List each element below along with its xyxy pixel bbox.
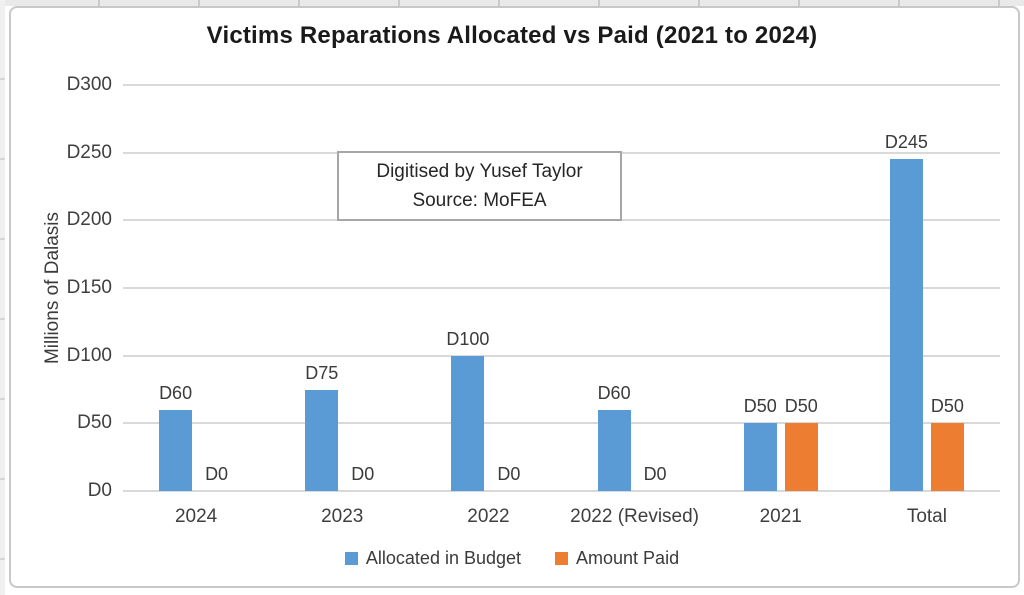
data-label: D50: [784, 396, 818, 417]
data-label: D0: [205, 464, 229, 484]
spreadsheet-grid-artifact-top: [0, 0, 1024, 6]
gridline: [123, 84, 1000, 86]
data-label: D245: [884, 132, 928, 153]
x-category-label: Total: [906, 506, 947, 527]
chart-frame: [9, 6, 1020, 588]
bar-paid: [930, 423, 964, 491]
annotation-box: Digitised by Yusef Taylor Source: MoFEA: [337, 151, 622, 221]
data-label: D50: [930, 396, 964, 417]
y-tick-label: D150: [66, 277, 112, 298]
y-tick-label: D300: [66, 74, 112, 95]
data-label: D0: [643, 464, 667, 484]
bar-allocated: [597, 409, 631, 491]
x-category-label: 2024: [174, 506, 218, 527]
x-category-label: 2021: [759, 506, 802, 527]
annotation-line-1: Digitised by Yusef Taylor: [376, 160, 583, 182]
y-tick-label: D100: [66, 344, 112, 366]
legend-label-paid: Amount Paid: [576, 548, 680, 568]
gridline: [123, 354, 1000, 357]
data-label: D60: [159, 382, 193, 403]
bar-allocated: [305, 389, 339, 491]
gridline: [123, 490, 1000, 492]
bar-allocated: [159, 409, 193, 491]
data-label: D100: [446, 328, 490, 349]
data-label: D0: [497, 464, 521, 484]
legend-item-allocated: Allocated in Budget: [344, 548, 522, 569]
data-label: D0: [351, 464, 375, 484]
bar-paid: [784, 423, 818, 491]
y-tick-label: D200: [66, 209, 112, 231]
gridline: [123, 422, 1000, 425]
bar-allocated: [743, 423, 777, 491]
legend-item-paid: Amount Paid: [555, 548, 679, 569]
data-label: D50: [743, 396, 777, 417]
annotation-line-2: Source: MoFEA: [412, 190, 547, 211]
y-tick-label: D50: [77, 412, 112, 434]
x-category-label: 2022: [467, 506, 510, 527]
y-tick-label: D0: [87, 480, 112, 501]
legend-label-allocated: Allocated in Budget: [365, 548, 522, 568]
chart-title: Victims Reparations Allocated vs Paid (2…: [206, 22, 818, 49]
legend: Allocated in Budget Amount Paid: [0, 548, 1024, 569]
spreadsheet-grid-artifact-left: [0, 0, 5, 595]
gridline: [123, 287, 1000, 289]
data-label: D60: [597, 382, 631, 403]
x-category-label: 2023: [321, 506, 364, 527]
bar-allocated: [451, 355, 485, 491]
x-category-label: 2022 (Revised): [570, 506, 699, 527]
data-label: D75: [305, 362, 339, 383]
legend-swatch-paid-icon: [555, 552, 569, 565]
y-tick-label: D250: [66, 141, 112, 163]
bar-allocated: [889, 159, 923, 491]
legend-swatch-allocated-icon: [344, 552, 358, 565]
